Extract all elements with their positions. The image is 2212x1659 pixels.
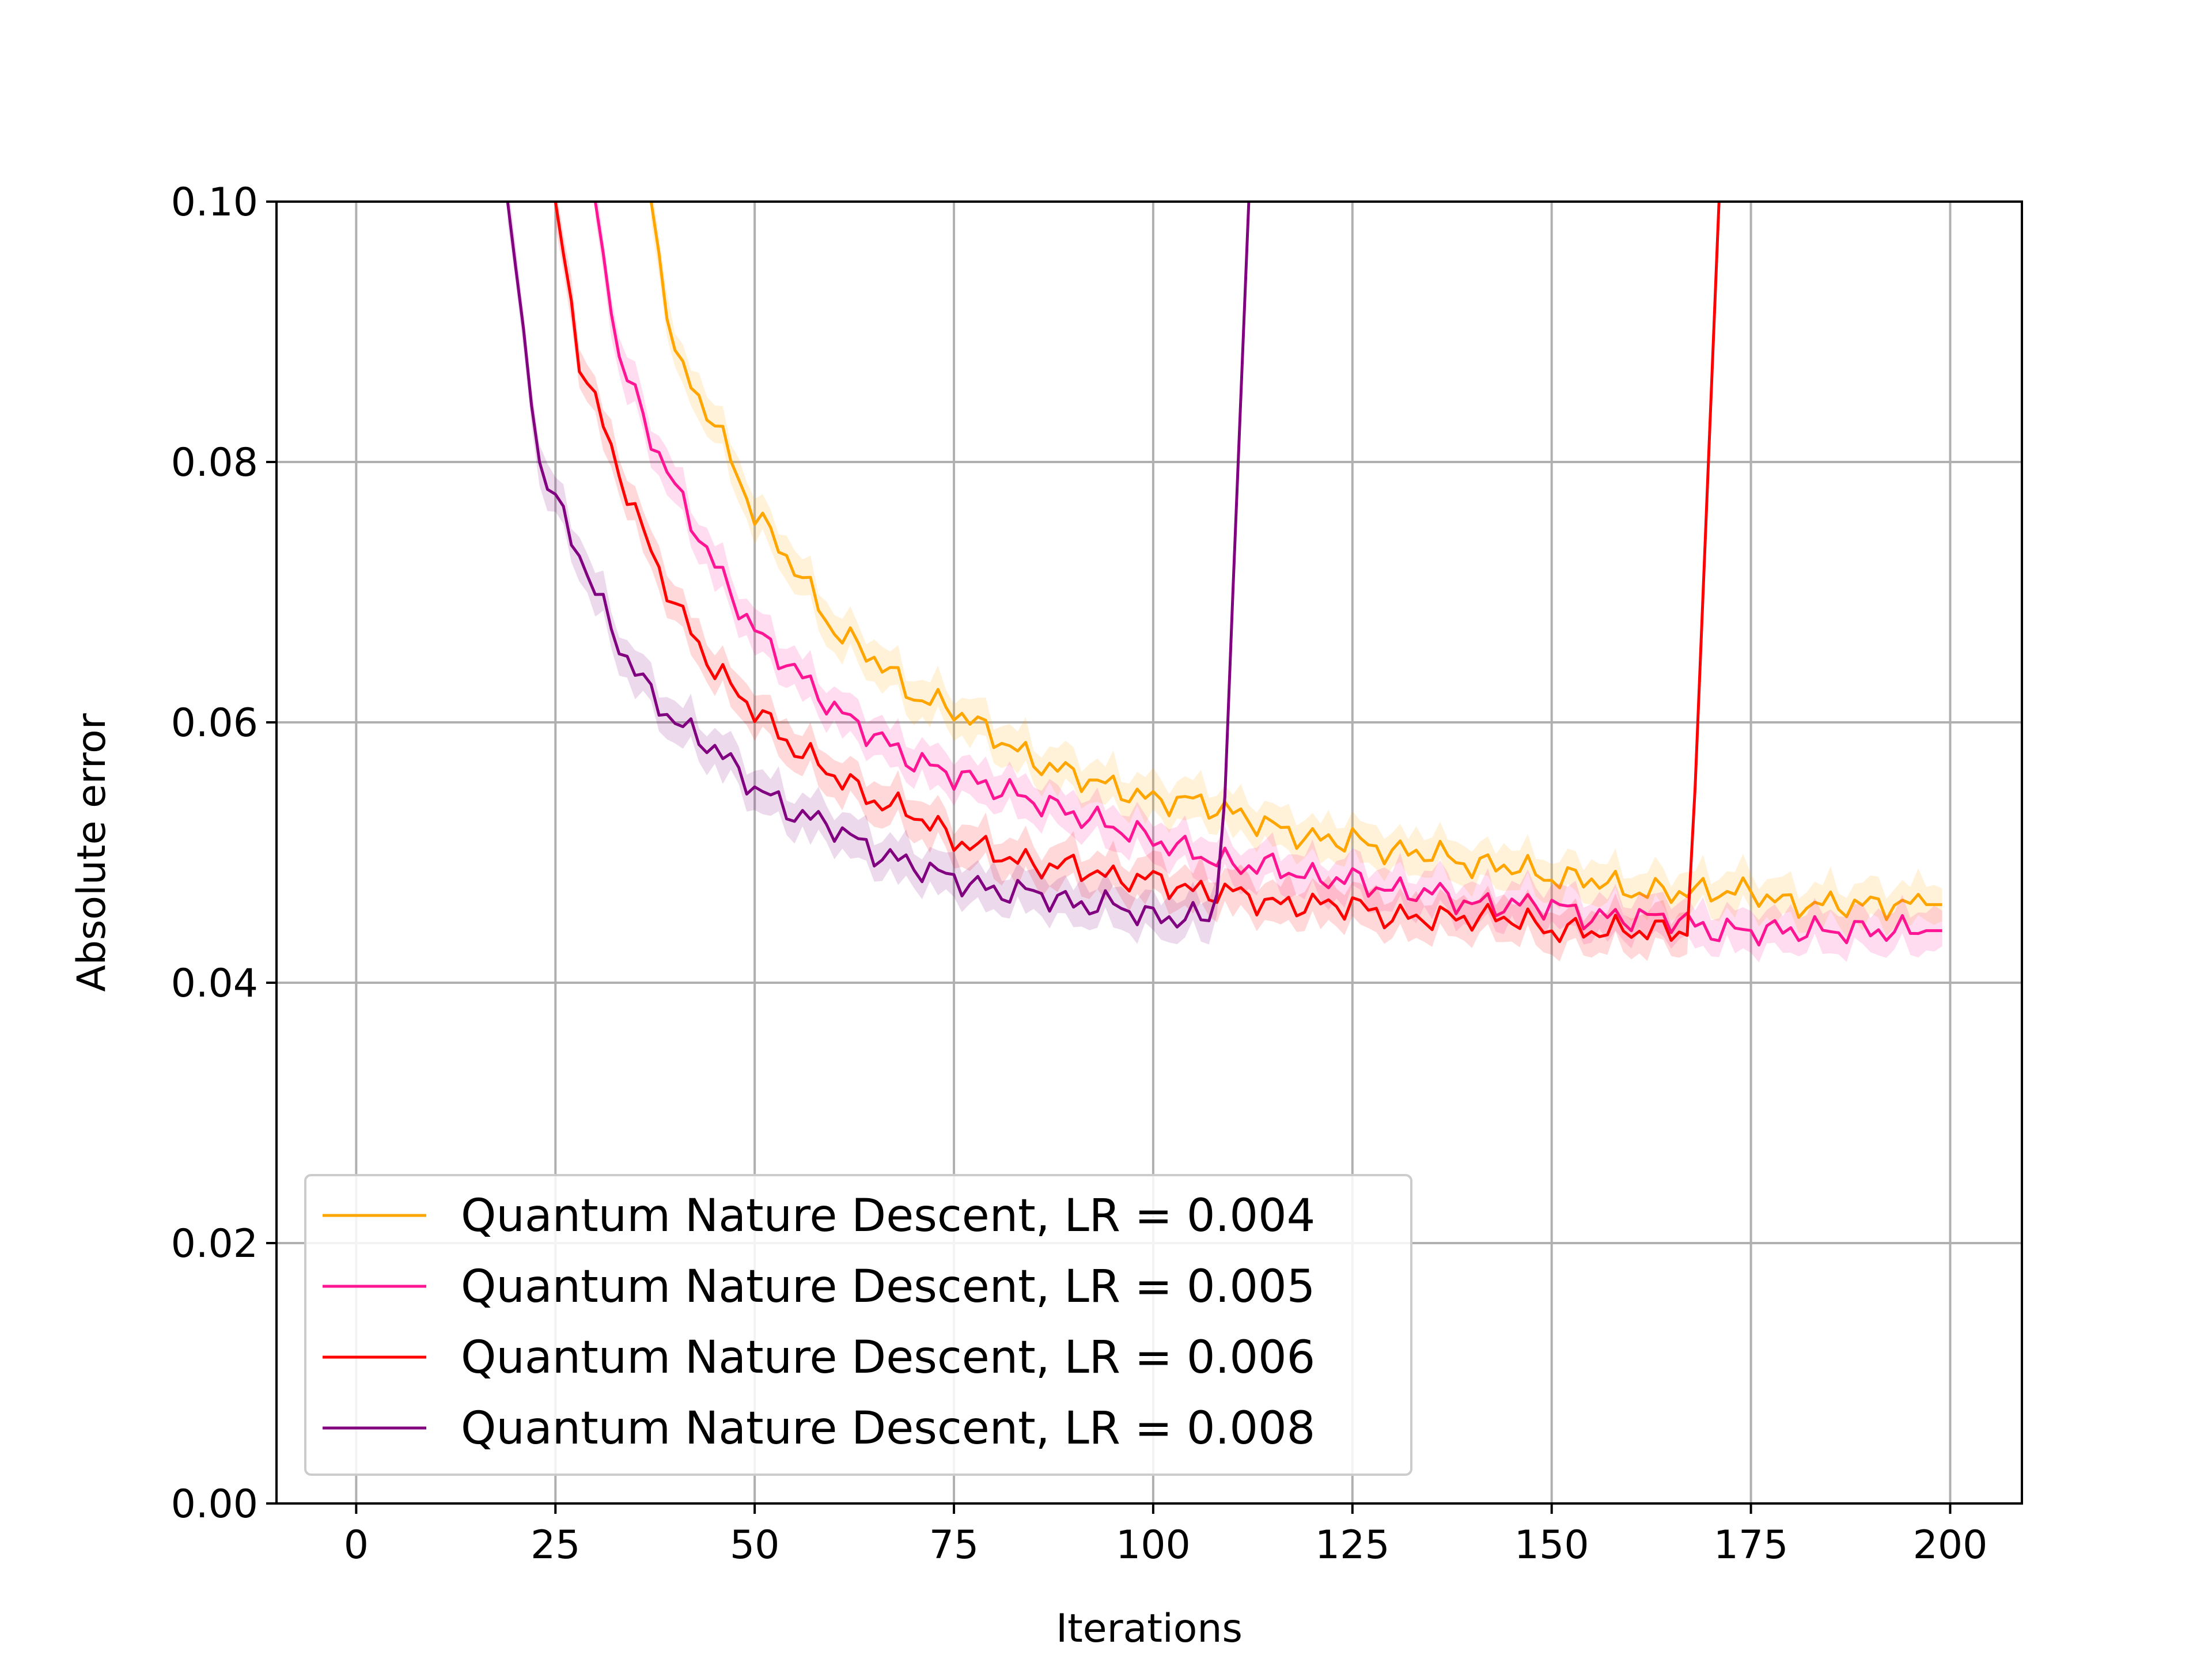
legend-label-lr-0004: Quantum Nature Descent, LR = 0.004 <box>461 1190 1315 1242</box>
legend: Quantum Nature Descent, LR = 0.004 Quant… <box>304 1174 1412 1476</box>
x-tick-label: 175 <box>1714 1522 1789 1568</box>
y-tick-label: 0.02 <box>171 1221 258 1267</box>
y-tick-label: 0.08 <box>171 440 258 486</box>
series-band-1 <box>595 202 1942 963</box>
ticks: 0 25 50 75 100 125 150 175 200 0.00 0.02 0.04 0.06 0.… <box>171 180 1988 1568</box>
x-tick-label: 50 <box>730 1522 780 1568</box>
series-line-0 <box>649 202 1942 921</box>
x-tick-label: 25 <box>531 1522 581 1568</box>
legend-label-lr-0006: Quantum Nature Descent, LR = 0.006 <box>461 1332 1315 1384</box>
x-tick-label: 100 <box>1116 1522 1191 1568</box>
y-tick-label: 0.04 <box>171 961 258 1006</box>
series-line-1 <box>593 202 1942 946</box>
x-tick-label: 75 <box>929 1522 979 1568</box>
series-band-2 <box>555 202 1719 962</box>
x-tick-label: 150 <box>1514 1522 1589 1568</box>
legend-box <box>304 1174 1412 1476</box>
legend-label-lr-0008: Quantum Nature Descent, LR = 0.008 <box>461 1403 1315 1455</box>
y-axis-label: Absolute error <box>69 713 115 991</box>
series-group <box>506 202 1942 963</box>
y-tick-label: 0.00 <box>171 1482 258 1527</box>
series-line-2 <box>554 202 1721 944</box>
y-tick-label: 0.10 <box>171 180 258 225</box>
series-line-3 <box>506 202 1251 929</box>
legend-label-lr-0005: Quantum Nature Descent, LR = 0.005 <box>461 1261 1315 1313</box>
plot-frame <box>275 200 2023 1505</box>
y-tick-label: 0.06 <box>171 700 258 746</box>
x-tick-label: 200 <box>1913 1522 1988 1568</box>
x-tick-label: 0 <box>344 1522 369 1568</box>
x-axis-label: Iterations <box>1056 1606 1243 1652</box>
x-tick-label: 125 <box>1315 1522 1390 1568</box>
